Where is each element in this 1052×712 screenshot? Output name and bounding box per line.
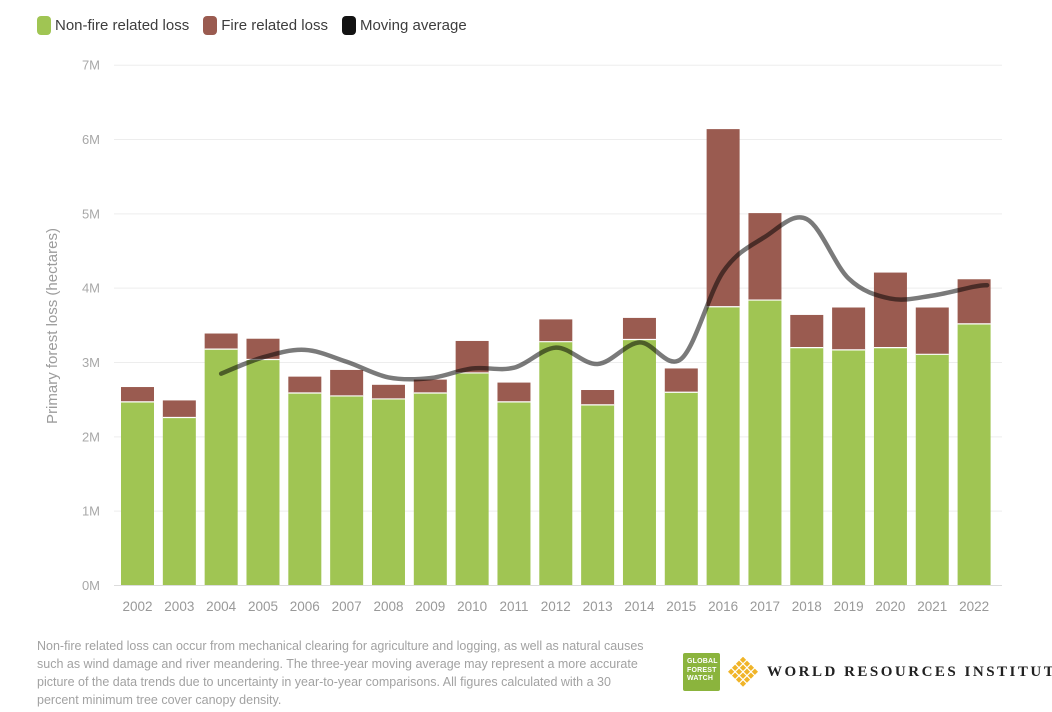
legend-swatch-fire-icon: [203, 16, 218, 35]
x-tick-label-2012: 2012: [541, 599, 571, 614]
bar-nonfire-2009[interactable]: [413, 392, 447, 585]
y-tick-label-6M: 6M: [82, 132, 100, 147]
world-resources-institute-logo[interactable]: WORLD RESOURCES INSTITUTE: [728, 657, 1052, 687]
bar-nonfire-2002[interactable]: [121, 401, 154, 585]
bar-nonfire-2005[interactable]: [246, 359, 280, 585]
bar-fire-2015[interactable]: [664, 368, 698, 393]
x-tick-label-2016: 2016: [708, 599, 738, 614]
gfw-logo-line: FOREST: [687, 666, 717, 674]
x-tick-label-2021: 2021: [917, 599, 947, 614]
logo-row: GLOBAL FOREST WATCH WORLD RESOURCES INST…: [683, 653, 1052, 691]
y-tick-label-1M: 1M: [82, 504, 100, 519]
bar-nonfire-2006[interactable]: [288, 392, 322, 585]
legend-item-nonfire[interactable]: Non-fire related loss: [37, 16, 189, 35]
bar-nonfire-2007[interactable]: [330, 395, 364, 585]
gfw-logo-line: WATCH: [687, 675, 714, 682]
x-tick-label-2007: 2007: [332, 599, 362, 614]
x-tick-label-2018: 2018: [792, 599, 822, 614]
legend-label-nonfire: Non-fire related loss: [55, 17, 190, 34]
legend-item-fire[interactable]: Fire related loss: [203, 16, 328, 35]
y-tick-label-2M: 2M: [82, 429, 100, 444]
legend-label-moving-average: Moving average: [359, 17, 467, 34]
bar-fire-2012[interactable]: [539, 319, 573, 342]
x-tick-label-2010: 2010: [457, 599, 487, 614]
y-tick-label-3M: 3M: [82, 355, 100, 370]
gfw-logo-line: GLOBAL: [687, 658, 718, 665]
x-tick-label-2013: 2013: [583, 599, 613, 614]
x-tick-label-2002: 2002: [122, 599, 152, 614]
bar-nonfire-2017[interactable]: [748, 300, 782, 585]
bar-nonfire-2013[interactable]: [581, 404, 615, 585]
x-tick-label-2009: 2009: [415, 599, 445, 614]
bar-nonfire-2008[interactable]: [371, 398, 405, 585]
x-tick-label-2020: 2020: [875, 599, 905, 614]
x-tick-label-2014: 2014: [624, 599, 655, 614]
bar-fire-2003[interactable]: [162, 400, 196, 418]
legend-swatch-moving-average-icon: [341, 16, 356, 35]
bar-nonfire-2012[interactable]: [539, 341, 573, 585]
x-tick-label-2015: 2015: [666, 599, 696, 614]
bar-nonfire-2015[interactable]: [664, 392, 698, 585]
bar-fire-2018[interactable]: [790, 314, 824, 348]
bar-fire-2008[interactable]: [371, 384, 405, 399]
bar-fire-2014[interactable]: [622, 317, 656, 340]
bar-fire-2019[interactable]: [832, 307, 866, 350]
x-tick-label-2022: 2022: [959, 599, 989, 614]
moving-average-line: [218, 215, 990, 382]
bar-nonfire-2010[interactable]: [455, 372, 489, 585]
bar-fire-2006[interactable]: [288, 376, 322, 393]
x-tick-label-2008: 2008: [373, 599, 403, 614]
bar-nonfire-2004[interactable]: [204, 349, 238, 585]
x-tick-label-2019: 2019: [834, 599, 864, 614]
bar-fire-2013[interactable]: [581, 390, 615, 405]
legend-swatch-nonfire-icon: [37, 16, 51, 35]
bar-fire-2011[interactable]: [497, 382, 531, 402]
x-tick-label-2017: 2017: [750, 599, 780, 614]
bar-fire-2016[interactable]: [706, 129, 740, 307]
bar-fire-2021[interactable]: [915, 307, 949, 355]
y-tick-label-7M: 7M: [82, 58, 100, 73]
wri-logo-text: WORLD RESOURCES INSTITUTE: [767, 663, 1052, 680]
y-tick-label-4M: 4M: [82, 281, 100, 296]
bar-fire-2009[interactable]: [413, 379, 447, 393]
wri-lattice-icon: [728, 657, 758, 687]
chart-legend: Non-fire related loss Fire related loss …: [37, 16, 467, 35]
x-tick-label-2011: 2011: [499, 599, 528, 614]
bar-nonfire-2020[interactable]: [873, 347, 907, 585]
bar-nonfire-2021[interactable]: [915, 354, 949, 585]
legend-item-moving-average[interactable]: Moving average: [341, 16, 467, 35]
x-tick-label-2004: 2004: [206, 599, 237, 614]
bar-fire-2004[interactable]: [204, 333, 238, 350]
x-tick-label-2003: 2003: [164, 599, 194, 614]
bar-nonfire-2011[interactable]: [497, 401, 531, 585]
footnote: Non-fire related loss can occur from mec…: [37, 639, 644, 707]
bar-nonfire-2016[interactable]: [706, 306, 740, 585]
bar-nonfire-2003[interactable]: [162, 417, 196, 585]
bar-nonfire-2019[interactable]: [832, 349, 866, 585]
bar-nonfire-2018[interactable]: [790, 347, 824, 585]
bar-nonfire-2014[interactable]: [622, 339, 656, 585]
y-axis-title: Primary forest loss (hectares): [44, 228, 61, 424]
global-forest-watch-logo[interactable]: GLOBAL FOREST WATCH: [683, 653, 720, 691]
bar-nonfire-2022[interactable]: [957, 323, 991, 585]
y-tick-label-5M: 5M: [82, 206, 100, 221]
bar-fire-2020[interactable]: [873, 272, 907, 348]
x-tick-label-2005: 2005: [248, 599, 278, 614]
bar-fire-2007[interactable]: [330, 369, 364, 396]
legend-label-fire: Fire related loss: [221, 17, 328, 34]
y-tick-label-0M: 0M: [82, 578, 100, 593]
bar-fire-2002[interactable]: [121, 387, 154, 402]
x-tick-label-2006: 2006: [290, 599, 320, 614]
